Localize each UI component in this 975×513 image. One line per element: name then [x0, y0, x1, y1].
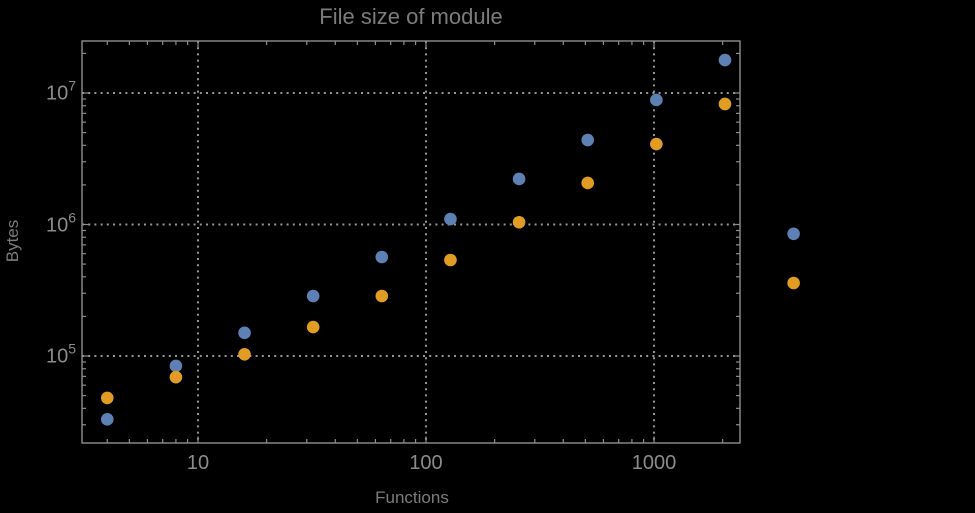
y-tick-label: 107 [45, 77, 76, 105]
data-point-orange [581, 176, 595, 190]
chart-title: File size of module [319, 4, 503, 29]
x-tick-label: 1000 [631, 452, 677, 474]
data-point-orange [169, 370, 183, 384]
data-point-blue [169, 359, 183, 373]
data-point-blue [650, 93, 663, 107]
data-point-blue [444, 212, 457, 226]
data-point-blue [787, 227, 800, 241]
y-tick-label: 106 [45, 209, 76, 236]
data-point-orange [787, 276, 800, 290]
data-point-orange [306, 320, 320, 334]
data-point-blue [238, 326, 251, 340]
data-point-orange [718, 97, 732, 111]
data-point-blue [512, 172, 526, 186]
data-point-blue [306, 289, 320, 303]
data-point-orange [375, 289, 389, 303]
data-point-blue [718, 53, 732, 67]
x-tick-label: 100 [409, 452, 443, 474]
x-axis-label: Functions [375, 488, 449, 507]
plot-frame [81, 40, 741, 444]
y-tick-label: 105 [45, 340, 76, 368]
data-point-blue [375, 250, 389, 264]
data-point-orange [512, 215, 526, 229]
y-axis-label: Bytes [3, 219, 22, 263]
data-point-orange [100, 391, 114, 405]
data-point-orange [444, 253, 457, 267]
data-point-orange [238, 348, 251, 361]
data-point-blue [581, 133, 595, 147]
data-point-blue [100, 413, 114, 426]
data-point-orange [650, 137, 663, 151]
x-tick-label: 10 [186, 452, 210, 474]
